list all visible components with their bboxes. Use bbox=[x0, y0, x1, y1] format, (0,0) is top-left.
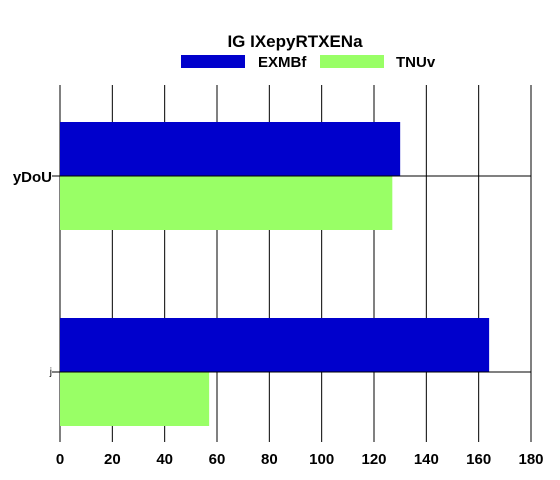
bar-ydou-exmbf bbox=[60, 122, 401, 176]
bar-ydou-tnuv bbox=[60, 176, 393, 230]
legend-label-tnuv: TNUv bbox=[396, 54, 436, 71]
axes bbox=[59, 437, 532, 442]
category-label-j: j bbox=[49, 367, 52, 378]
x-tick-label-120: 120 bbox=[361, 451, 386, 468]
category-label-ydou: yDoU bbox=[13, 169, 52, 186]
legend: EXMBf TNUv bbox=[181, 54, 436, 71]
bar-j-tnuv bbox=[60, 372, 210, 426]
legend-swatch-tnuv bbox=[320, 55, 384, 68]
x-tick-label-20: 20 bbox=[104, 451, 121, 468]
legend-swatch-exmbf bbox=[181, 55, 245, 68]
x-tick-label-160: 160 bbox=[466, 451, 491, 468]
bars bbox=[52, 122, 531, 426]
x-tick-labels: 0 20 40 60 80 100 120 140 160 180 bbox=[56, 451, 544, 468]
x-tick-label-180: 180 bbox=[518, 451, 543, 468]
x-tick-label-40: 40 bbox=[156, 451, 173, 468]
bar-j-exmbf bbox=[60, 318, 490, 372]
chart-title: IG IXepyRTXENa bbox=[227, 32, 363, 51]
category-labels: yDoU j bbox=[13, 169, 52, 378]
legend-label-exmbf: EXMBf bbox=[258, 54, 307, 71]
x-tick-label-0: 0 bbox=[56, 451, 64, 468]
x-tick-label-100: 100 bbox=[309, 451, 334, 468]
x-tick-label-60: 60 bbox=[209, 451, 226, 468]
x-tick-label-140: 140 bbox=[414, 451, 439, 468]
x-tick-label-80: 80 bbox=[261, 451, 278, 468]
